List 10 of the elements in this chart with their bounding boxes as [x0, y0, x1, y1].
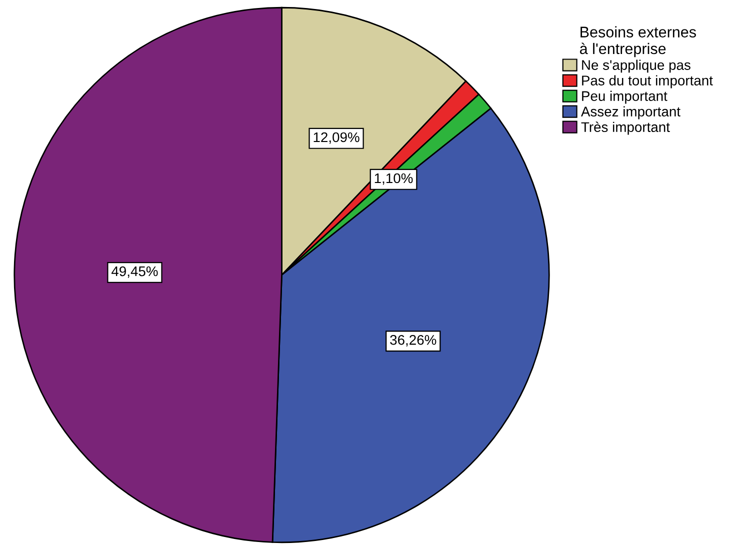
data-label: 12,09%: [314, 132, 360, 144]
legend-label: Assez important: [580, 106, 680, 120]
data-label: 49,45%: [111, 266, 158, 278]
legend-label: Pas du tout important: [582, 75, 713, 88]
legend-label: Ne s'applique pas: [582, 60, 690, 73]
legend-title: Besoins externes à l'entreprise: [580, 26, 696, 58]
data-label: 36,26%: [390, 334, 436, 346]
legend-label: Très important: [581, 122, 670, 135]
data-label: 1,10%: [374, 173, 413, 185]
legend-label: Peu important: [582, 90, 668, 104]
